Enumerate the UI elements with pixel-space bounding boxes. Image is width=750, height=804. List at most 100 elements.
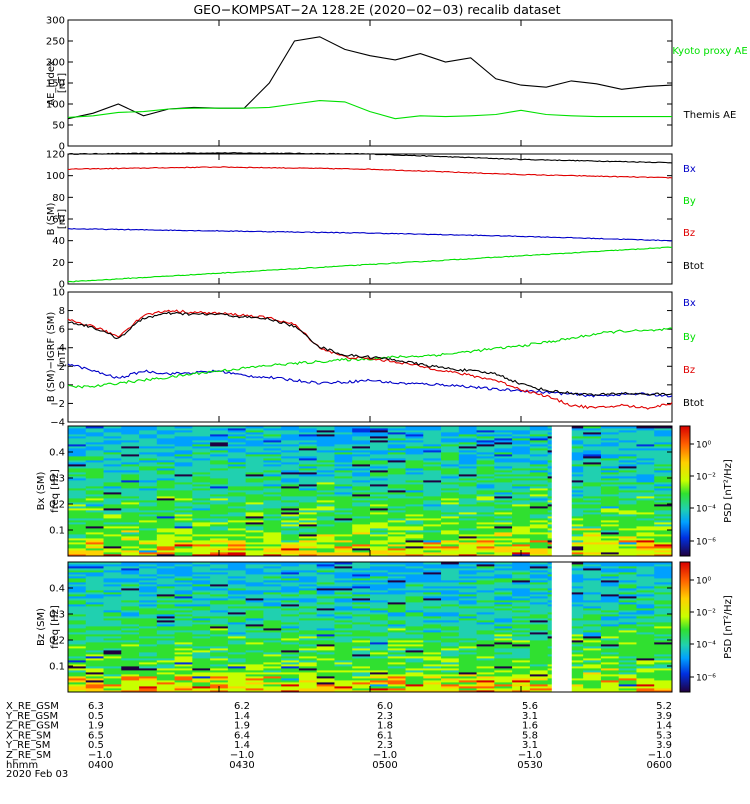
- spectrogram-cell: [334, 668, 353, 671]
- spectrogram-cell: [583, 518, 602, 521]
- spectrogram-cell: [405, 436, 424, 439]
- spectrogram-cell: [423, 478, 442, 481]
- ephemeris-value: 0600: [647, 760, 672, 771]
- spectrogram-cell: [298, 458, 318, 461]
- spectrogram-cell: [316, 518, 335, 521]
- y-tick-label: 40: [52, 236, 65, 247]
- spectrogram-cell: [370, 444, 389, 447]
- spectrogram-cell: [423, 634, 442, 637]
- spectrogram-cell: [156, 490, 175, 493]
- spectrogram-cell: [458, 428, 477, 431]
- spectrogram-cell: [316, 568, 335, 571]
- spectrogram-cell: [174, 434, 193, 437]
- spectrogram-cell: [156, 668, 175, 671]
- ephemeris-row-label: Y_RE_GSM: [5, 711, 58, 722]
- spectrogram-cell: [227, 444, 247, 447]
- spectrogram-cell: [370, 598, 389, 601]
- spectrogram-cell: [263, 444, 282, 447]
- spectrogram-cell: [121, 638, 140, 641]
- spectrogram-cell: [458, 546, 477, 549]
- spectrogram-cell: [405, 660, 424, 663]
- spectrogram-cell: [281, 664, 300, 667]
- spectrogram-cell: [227, 650, 247, 653]
- spectrogram-cell: [245, 652, 264, 655]
- spectrogram-cell: [352, 440, 371, 443]
- spectrogram-cell: [139, 550, 158, 553]
- spectrogram-cell: [654, 476, 673, 479]
- spectrogram-cell: [387, 580, 406, 583]
- spectrogram-cell: [494, 680, 513, 683]
- spectrogram-cell: [263, 448, 282, 451]
- spectrogram-cell: [210, 448, 229, 451]
- spectrogram-cell: [210, 594, 229, 597]
- spectrogram-cell: [565, 596, 584, 599]
- spectrogram-cell: [370, 688, 389, 691]
- spectrogram-cell: [352, 512, 371, 515]
- spectrogram-cell: [227, 590, 247, 593]
- spectrogram-cell: [476, 642, 495, 645]
- spectrogram-cell: [583, 620, 602, 623]
- spectrogram-cell: [423, 474, 442, 477]
- spectrogram-cell: [600, 590, 620, 593]
- spectrogram-cell: [210, 590, 229, 593]
- spectrogram-cell: [334, 520, 353, 523]
- spectrogram-cell: [512, 614, 531, 617]
- spectrogram-cell: [600, 492, 620, 495]
- spectrogram-cell: [387, 562, 406, 565]
- spectrogram-cell: [245, 516, 264, 519]
- spectrogram-cell: [458, 606, 477, 609]
- spectrogram-cell: [263, 664, 282, 667]
- spectrogram-cell: [583, 476, 602, 479]
- spectrogram-cell: [494, 562, 513, 565]
- spectrogram-cell: [245, 454, 264, 457]
- spectrogram-cell: [512, 602, 531, 605]
- spectrogram-cell: [174, 496, 193, 499]
- spectrogram-cell: [636, 586, 655, 589]
- spectrogram-cell: [121, 518, 140, 521]
- spectrogram-cell: [636, 684, 655, 687]
- spectrogram-cell: [174, 678, 193, 681]
- spectrogram-cell: [156, 470, 175, 473]
- spectrogram-cell: [636, 612, 655, 615]
- spectrogram-cell: [458, 668, 477, 671]
- spectrogram-cell: [139, 638, 158, 641]
- spectrogram-cell: [334, 584, 353, 587]
- spectrogram-cell: [227, 428, 247, 431]
- spectrogram-cell: [139, 642, 158, 645]
- spectrogram-cell: [405, 480, 424, 483]
- spectrogram-cell: [512, 586, 531, 589]
- spectrogram-cell: [334, 436, 353, 439]
- spectrogram-cell: [68, 534, 87, 537]
- spectrogram-cell: [476, 494, 495, 497]
- spectrogram-cell: [618, 578, 637, 581]
- spectrogram-cell: [423, 508, 442, 511]
- spectrogram-cell: [174, 432, 193, 435]
- spectrogram-cell: [654, 580, 673, 583]
- spectrogram-cell: [636, 644, 655, 647]
- spectrogram-cell: [529, 682, 549, 685]
- spectrogram-cell: [476, 430, 495, 433]
- spectrogram-cell: [334, 478, 353, 481]
- spectrogram-cell: [245, 686, 264, 689]
- spectrogram-cell: [316, 650, 335, 653]
- spectrogram-cell: [565, 552, 584, 555]
- spectrogram-cell: [583, 592, 602, 595]
- spectrogram-cell: [441, 442, 460, 445]
- spectrogram-cell: [441, 636, 460, 639]
- spectrogram-cell: [316, 468, 335, 471]
- spectrogram-cell: [68, 614, 87, 617]
- spectrogram-cell: [85, 596, 104, 599]
- spectrogram-cell: [316, 614, 335, 617]
- spectrogram-cell: [139, 662, 158, 665]
- spectrogram-cell: [103, 522, 122, 525]
- spectrogram-cell: [210, 456, 229, 459]
- spectrogram-cell: [565, 682, 584, 685]
- spectrogram-cell: [85, 520, 104, 523]
- spectrogram-cell: [654, 428, 673, 431]
- spectrogram-cell: [529, 600, 549, 603]
- spectrogram-cell: [227, 684, 247, 687]
- spectrogram-cell: [245, 482, 264, 485]
- spectrogram-cell: [210, 636, 229, 639]
- spectrogram-cell: [370, 426, 389, 429]
- spectrogram-cell: [352, 476, 371, 479]
